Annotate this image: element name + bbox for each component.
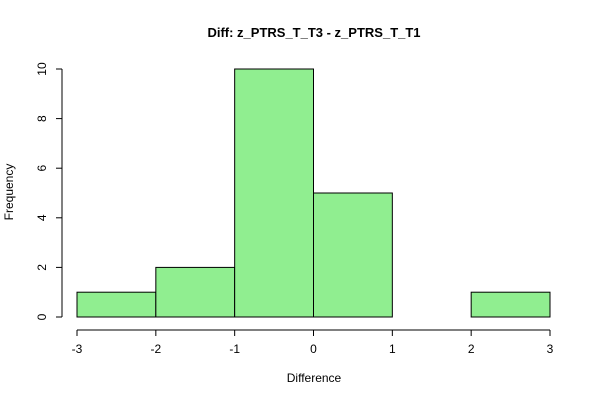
histogram-bar-5 bbox=[470, 291, 551, 318]
x-axis-label: Difference bbox=[287, 371, 342, 385]
histogram-bar-2 bbox=[234, 68, 315, 318]
y-tick-label-1: 2 bbox=[35, 264, 49, 271]
y-tick-label-3: 6 bbox=[35, 165, 49, 172]
y-tick-label-5: 10 bbox=[35, 62, 49, 76]
y-axis-label: Frequency bbox=[2, 164, 16, 221]
x-tick-label-5: 2 bbox=[468, 342, 475, 356]
y-axis: 0 2 4 6 8 10 bbox=[35, 62, 63, 320]
x-tick-label-3: 0 bbox=[310, 342, 317, 356]
y-tick-label-2: 4 bbox=[35, 214, 49, 221]
x-tick-label-6: 3 bbox=[547, 342, 554, 356]
histogram-bar-1 bbox=[155, 266, 236, 318]
x-tick-label-2: -1 bbox=[229, 342, 240, 356]
x-axis: -3 -2 -1 0 1 2 3 bbox=[72, 329, 554, 356]
bars-group bbox=[76, 68, 551, 318]
x-tick-label-1: -2 bbox=[150, 342, 161, 356]
x-tick-label-0: -3 bbox=[72, 342, 83, 356]
y-tick-label-0: 0 bbox=[35, 313, 49, 320]
x-tick-label-4: 1 bbox=[389, 342, 396, 356]
y-tick-label-4: 8 bbox=[35, 115, 49, 122]
histogram-bar-0 bbox=[76, 291, 157, 318]
chart-title: Diff: z_PTRS_T_T3 - z_PTRS_T_T1 bbox=[207, 25, 420, 40]
histogram-bar-3 bbox=[313, 192, 393, 318]
